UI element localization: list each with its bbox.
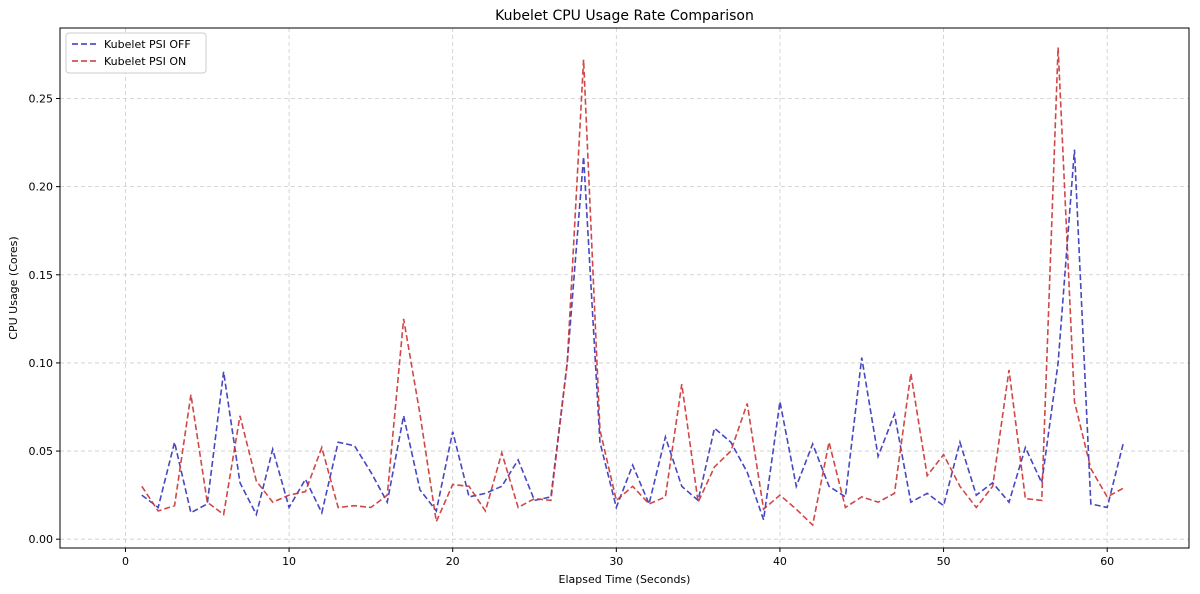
series-layer [141,47,1125,527]
x-tick-label: 0 [122,555,129,568]
y-axis-label: CPU Usage (Cores) [7,236,20,339]
x-tick-label: 50 [937,555,951,568]
y-tick-label: 0.05 [29,445,54,458]
legend-entry: Kubelet PSI ON [104,55,186,68]
x-tick-label: 40 [773,555,787,568]
x-tick-label: 30 [609,555,623,568]
chart-title: Kubelet CPU Usage Rate Comparison [495,8,754,24]
x-tick-label: 20 [446,555,460,568]
y-tick-label: 0.00 [29,533,54,546]
series-line-psi-off [141,149,1125,521]
plot-frame [59,27,1190,549]
legend: Kubelet PSI OFF Kubelet PSI ON [65,32,207,74]
y-tick-label: 0.20 [29,181,54,194]
x-tick-label: 10 [282,555,296,568]
y-tick-label: 0.15 [29,269,54,282]
legend-box [65,32,207,74]
x-axis: 0 10 20 30 40 50 60 [122,548,1114,568]
x-axis-label: Elapsed Time (Seconds) [559,573,691,586]
y-axis: 0.00 0.05 0.10 0.15 0.20 0.25 [29,93,60,546]
x-tick-label: 60 [1100,555,1114,568]
y-tick-label: 0.10 [29,357,54,370]
grid [60,28,1189,548]
legend-entry: Kubelet PSI OFF [104,38,191,51]
series-line-psi-on [141,47,1124,527]
y-tick-label: 0.25 [29,93,54,106]
